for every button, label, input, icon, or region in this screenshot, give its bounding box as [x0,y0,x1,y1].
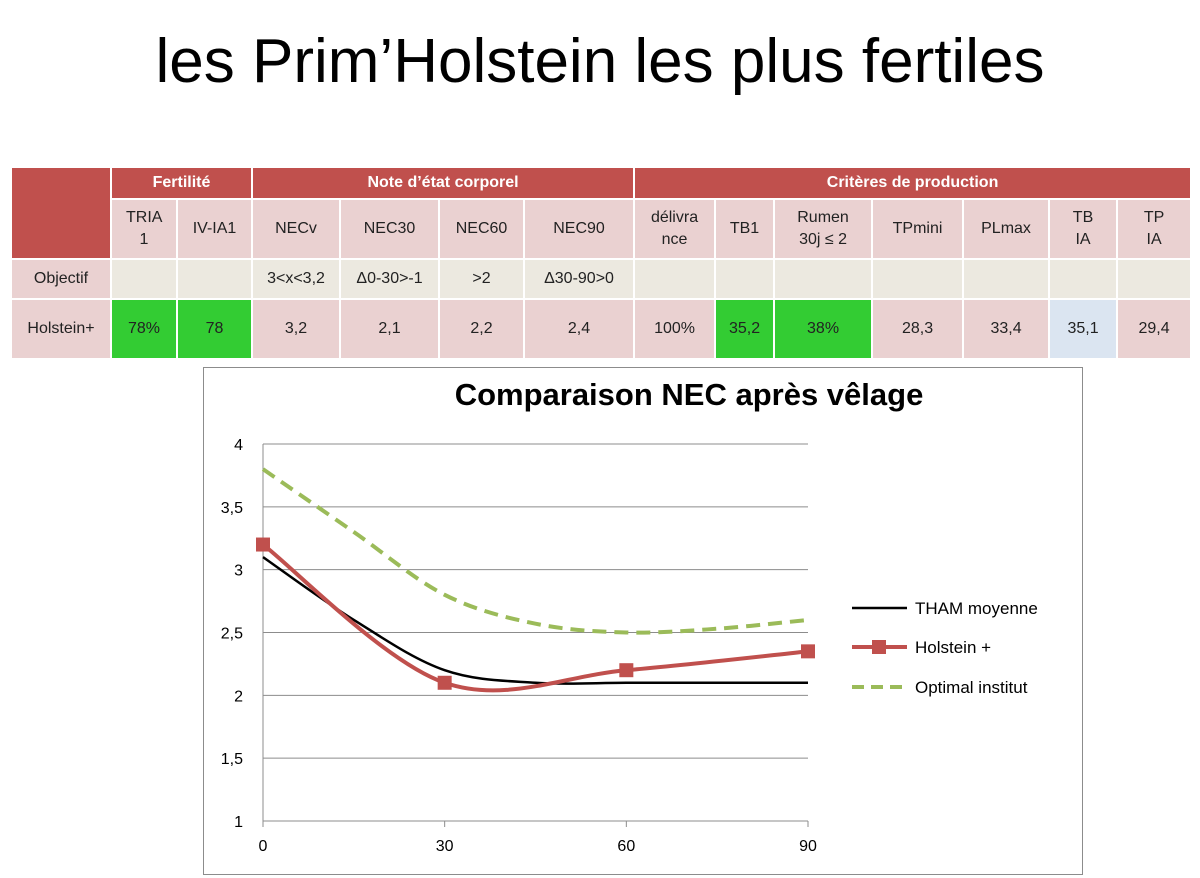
table-cell: 3<x<3,2 [251,258,342,300]
table-cell: 35,1 [1048,298,1119,360]
y-tick-label: 4 [234,437,243,454]
table-cell: 100% [633,298,717,360]
series-line [261,467,809,635]
table-cell: 35,2 [714,298,776,360]
legend-label: Holstein + [915,638,991,657]
table-cell [773,258,874,300]
table-cell: 2,1 [339,298,441,360]
y-tick-label: 1 [234,814,243,831]
column-header: IV-IA1 [175,198,254,260]
table-cell: 38% [773,298,874,360]
group-header-fertilite: Fertilité [109,166,254,200]
legend-label: THAM moyenne [915,599,1038,618]
page-title: les Prim’Holstein les plus fertiles [155,27,1045,96]
x-tick-label: 90 [799,838,817,855]
table-cell: 78% [110,298,178,360]
legend-label: Optimal institut [915,678,1028,697]
chart-container: Comparaison NEC après vêlage 1 1,5 2 2,5 3 3,… [203,367,1083,875]
x-tick-label: 60 [617,838,635,855]
table-cell: 29,4 [1116,298,1193,360]
table-cell [175,258,254,300]
y-tick-label: 2 [234,688,243,705]
column-header: NECv [251,198,342,260]
row-label: Holstein+ [10,298,112,360]
line-chart: Comparaison NEC après vêlage 1 1,5 2 2,5 3 3,… [221,377,1038,855]
table-cell [962,258,1051,300]
table-cell: Δ30-90>0 [523,258,636,300]
table-cell [1048,258,1119,300]
table-cell: 33,4 [962,298,1051,360]
column-header: NEC60 [438,198,526,260]
x-tick-label: 0 [259,838,268,855]
table-cell [110,258,178,300]
legend-marker [872,640,886,654]
column-header: PLmax [962,198,1051,260]
series-marker [619,663,634,678]
x-tick-label: 30 [436,838,454,855]
table-row-objectif: Objectif 3<x<3,2 Δ0-30>-1 >2 Δ30-90>0 [10,258,1193,300]
table-cell: 2,4 [523,298,636,360]
table-cell: >2 [438,258,526,300]
series-line [262,556,808,685]
y-tick-label: 2,5 [221,626,243,643]
table-cell: 28,3 [871,298,965,360]
column-header: NEC90 [523,198,636,260]
series-line [261,542,809,693]
chart-title: Comparaison NEC après vêlage [455,377,924,412]
table-cell [633,258,717,300]
table-cell [1116,258,1193,300]
column-header-row: TRIA 1 IV-IA1 NECv NEC30 NEC60 NEC90 dél… [11,198,1193,260]
column-header: TP IA [1116,198,1193,260]
column-header: NEC30 [339,198,441,260]
series-marker [801,644,815,659]
column-header: TPmini [871,198,965,260]
y-tick-label: 3,5 [221,500,243,517]
column-header: TRIA 1 [110,198,178,260]
table-cell: 78 [175,298,254,360]
y-tick-label: 1,5 [221,751,243,768]
series-marker [256,537,270,552]
table-cell: Δ0-30>-1 [339,258,441,300]
table-cell [871,258,965,300]
column-header: TB IA [1048,198,1119,260]
column-header: délivra nce [633,198,717,260]
group-header-row: Fertilité Note d’état corporel Critères … [10,166,1193,260]
group-header-production: Critères de production [633,166,1193,200]
table-cell [714,258,776,300]
group-header-nec: Note d’état corporel [251,166,636,200]
y-tick-label: 3 [234,563,243,580]
row-label: Objectif [10,258,112,300]
series-marker [437,675,452,690]
table-cell: 3,2 [251,298,342,360]
corner-cell [10,166,112,260]
column-header: TB1 [714,198,776,260]
table-cell: 2,2 [438,298,526,360]
column-header: Rumen 30j ≤ 2 [773,198,874,260]
data-table: Fertilité Note d’état corporel Critères … [10,166,1193,360]
table-row-holstein: Holstein+ 78% 78 3,2 2,1 2,2 2,4 100% 35… [10,298,1193,360]
